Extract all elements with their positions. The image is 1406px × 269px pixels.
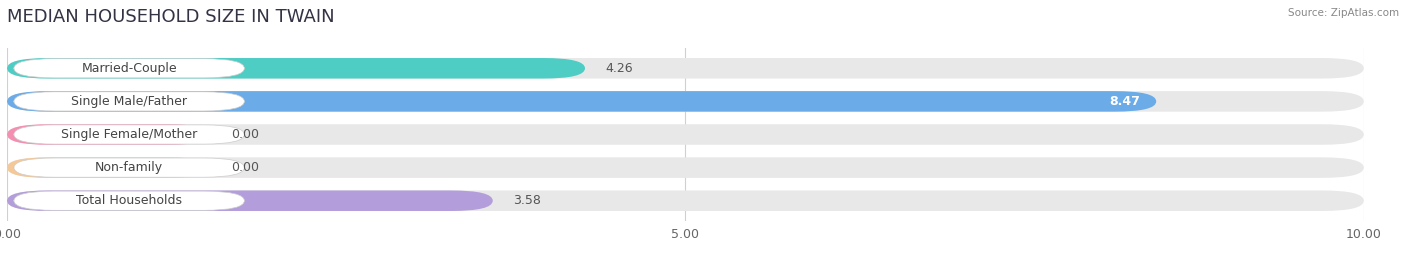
Text: MEDIAN HOUSEHOLD SIZE IN TWAIN: MEDIAN HOUSEHOLD SIZE IN TWAIN [7,8,335,26]
FancyBboxPatch shape [14,158,245,177]
FancyBboxPatch shape [7,91,1156,112]
Text: 4.26: 4.26 [606,62,633,75]
FancyBboxPatch shape [7,190,492,211]
Text: Source: ZipAtlas.com: Source: ZipAtlas.com [1288,8,1399,18]
FancyBboxPatch shape [7,124,211,145]
Text: Total Households: Total Households [76,194,183,207]
Text: Non-family: Non-family [96,161,163,174]
FancyBboxPatch shape [7,58,1364,79]
Text: 0.00: 0.00 [231,161,259,174]
FancyBboxPatch shape [14,125,245,144]
Text: 3.58: 3.58 [513,194,541,207]
FancyBboxPatch shape [7,157,1364,178]
Text: Single Male/Father: Single Male/Father [72,95,187,108]
FancyBboxPatch shape [7,91,1364,112]
FancyBboxPatch shape [14,59,245,78]
FancyBboxPatch shape [7,190,1364,211]
Text: Married-Couple: Married-Couple [82,62,177,75]
Text: 0.00: 0.00 [231,128,259,141]
FancyBboxPatch shape [7,124,1364,145]
FancyBboxPatch shape [14,92,245,111]
Text: 8.47: 8.47 [1109,95,1140,108]
FancyBboxPatch shape [14,191,245,210]
FancyBboxPatch shape [7,58,585,79]
Text: Single Female/Mother: Single Female/Mother [60,128,197,141]
FancyBboxPatch shape [7,157,211,178]
